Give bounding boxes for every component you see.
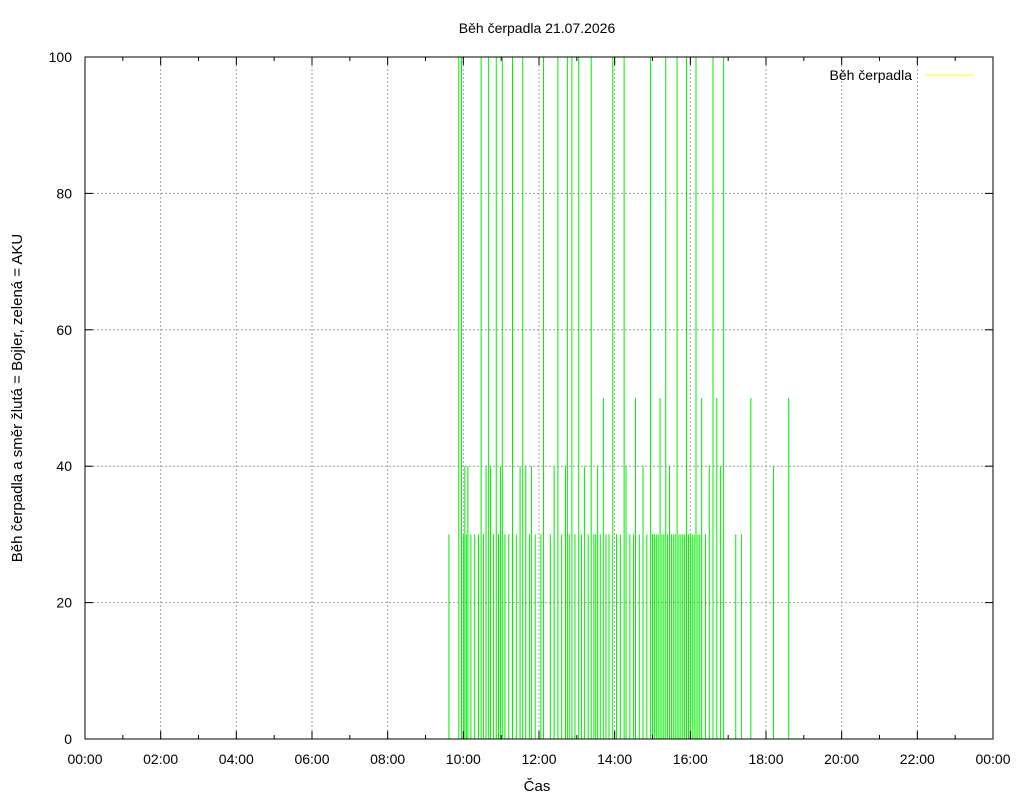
axis-ticks bbox=[84, 56, 994, 740]
y-tick-labels: 0 20 40 60 80 100 bbox=[49, 49, 73, 747]
legend-entry-label: Běh čerpadla bbox=[829, 67, 912, 83]
y-axis-label: Běh čerpadla a směr žlutá = Bojler, zele… bbox=[9, 234, 26, 563]
x-tick-label: 12:00 bbox=[521, 751, 556, 767]
x-tick-label: 14:00 bbox=[597, 751, 632, 767]
chart-title: Běh čerpadla 21.07.2026 bbox=[459, 20, 616, 36]
y-tick-label: 0 bbox=[64, 731, 72, 747]
x-tick-label: 06:00 bbox=[294, 751, 329, 767]
x-tick-label: 20:00 bbox=[824, 751, 859, 767]
grid-lines bbox=[85, 57, 993, 739]
y-tick-label: 80 bbox=[56, 185, 72, 201]
y-tick-label: 20 bbox=[56, 595, 72, 611]
x-tick-labels: 00:00 02:00 04:00 06:00 08:00 10:00 12:00 14:00… bbox=[67, 751, 1010, 767]
legend: Běh čerpadla bbox=[829, 67, 973, 83]
data-bars bbox=[448, 57, 790, 739]
y-tick-label: 100 bbox=[49, 49, 73, 65]
y-tick-label: 40 bbox=[56, 458, 72, 474]
x-axis-label: Čas bbox=[524, 778, 551, 795]
x-tick-label: 00:00 bbox=[975, 751, 1010, 767]
x-tick-label: 10:00 bbox=[446, 751, 481, 767]
x-tick-label: 22:00 bbox=[900, 751, 935, 767]
x-tick-label: 18:00 bbox=[748, 751, 783, 767]
x-tick-label: 00:00 bbox=[67, 751, 102, 767]
x-tick-label: 08:00 bbox=[370, 751, 405, 767]
x-tick-label: 16:00 bbox=[673, 751, 708, 767]
y-tick-label: 60 bbox=[56, 322, 72, 338]
x-tick-label: 04:00 bbox=[219, 751, 254, 767]
x-tick-label: 02:00 bbox=[143, 751, 178, 767]
